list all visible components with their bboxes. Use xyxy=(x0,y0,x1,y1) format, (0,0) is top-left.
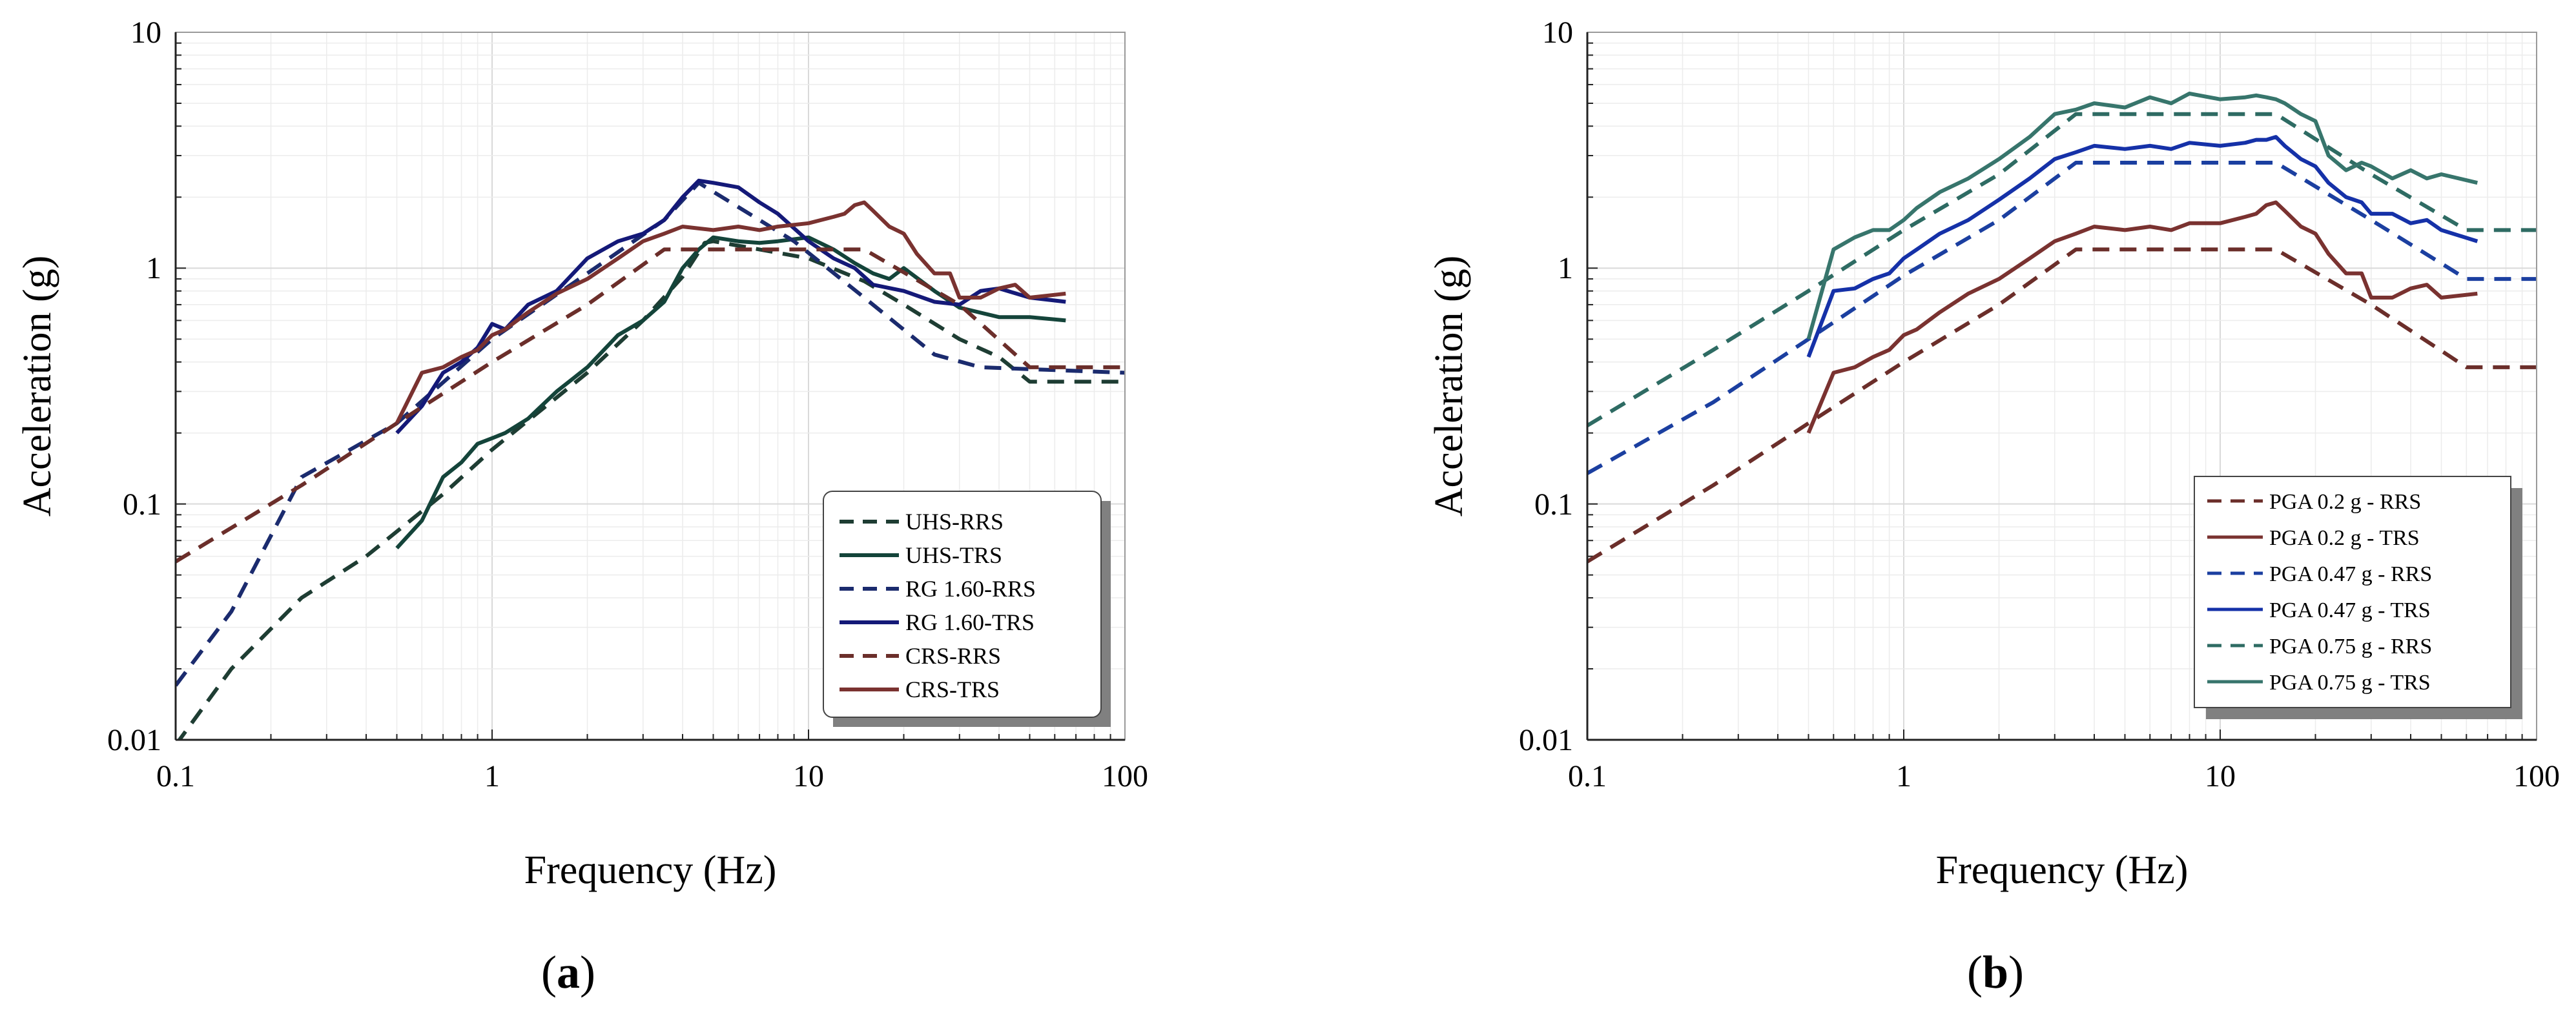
series-group-b xyxy=(1587,91,2537,564)
y-tick-label: 0.01 xyxy=(1519,723,1573,757)
y-axis-title-b: Acceleration (g) xyxy=(1427,256,1471,516)
legend-label: PGA 0.47 g - TRS xyxy=(2269,598,2431,622)
panel-caption-a: (a) xyxy=(541,946,595,998)
series-line-pga-0-47-g-trs xyxy=(1806,135,2478,358)
x-tick-labels-a: 0.1 1 10 100 xyxy=(156,759,1148,793)
panel-a: 10 1 0.1 0.01 0.1 1 10 100 Frequency (Hz… xyxy=(15,15,1148,998)
legend-label: RG 1.60-TRS xyxy=(905,609,1035,635)
legend-label: PGA 0.2 g - TRS xyxy=(2269,526,2420,550)
legend-box-a xyxy=(823,491,1102,718)
y-tick-label: 1 xyxy=(146,251,161,285)
series-line-crs-trs xyxy=(395,200,1066,424)
legend-label: CRS-RRS xyxy=(905,643,1001,669)
legend-items-a: UHS-RRS UHS-TRS RG 1.60-RRS RG 1.60-TRS CRS-… xyxy=(840,509,1036,702)
y-tick-label: 0.1 xyxy=(1534,487,1573,522)
y-tick-label: 0.1 xyxy=(123,487,161,522)
legend-label: PGA 0.75 g - RRS xyxy=(2269,635,2432,658)
x-tick-label: 1 xyxy=(484,759,500,793)
legend-label: PGA 0.75 g - TRS xyxy=(2269,671,2431,695)
y-tick-labels-b: 10 1 0.1 0.01 xyxy=(1519,15,1573,757)
y-tick-label: 0.01 xyxy=(107,723,161,757)
legend-label: PGA 0.47 g - RRS xyxy=(2269,562,2432,586)
y-tick-label: 10 xyxy=(130,15,161,50)
caption-label: a xyxy=(557,946,580,998)
legend-box-b xyxy=(2194,476,2511,708)
panel-b: 10 1 0.1 0.01 0.1 1 10 100 Frequency (Hz… xyxy=(1427,15,2560,998)
x-axis-title-b: Frequency (Hz) xyxy=(1936,848,2189,892)
x-tick-label: 100 xyxy=(1102,759,1148,793)
y-tick-labels-a: 10 1 0.1 0.01 xyxy=(107,15,161,757)
series-line-rg-1-60-trs xyxy=(395,178,1066,434)
x-tick-label: 100 xyxy=(2513,759,2560,793)
y-axis-title-a: Acceleration (g) xyxy=(15,256,59,516)
series-line-pga-0-2-g-trs xyxy=(1806,200,2478,434)
series-line-pga-0-2-g-rrs xyxy=(1587,247,2537,564)
x-tick-label: 1 xyxy=(1896,759,1911,793)
panel-caption-b: (b) xyxy=(1967,946,2024,998)
legend-label: UHS-TRS xyxy=(905,542,1002,568)
x-tick-label: 0.1 xyxy=(156,759,195,793)
caption-label: b xyxy=(1983,946,2008,998)
legend-items-b: PGA 0.2 g - RRS PGA 0.2 g - TRS PGA 0.47 g… xyxy=(2207,490,2432,695)
caption-open-paren: ( xyxy=(541,946,557,998)
x-axis-title-a: Frequency (Hz) xyxy=(524,848,777,892)
caption-close-paren: ) xyxy=(2008,946,2024,998)
legend-label: RG 1.60-RRS xyxy=(905,576,1036,602)
y-tick-label: 1 xyxy=(1558,251,1573,285)
series-line-uhs-trs xyxy=(395,235,1066,550)
x-tick-label: 10 xyxy=(793,759,824,793)
legend-b: PGA 0.2 g - RRS PGA 0.2 g - TRS PGA 0.47 g… xyxy=(2194,476,2522,719)
x-tick-label: 0.1 xyxy=(1568,759,1607,793)
y-tick-label: 10 xyxy=(1542,15,1573,50)
x-tick-labels-b: 0.1 1 10 100 xyxy=(1568,759,2560,793)
legend-label: PGA 0.2 g - RRS xyxy=(2269,490,2421,514)
legend-label: UHS-RRS xyxy=(905,509,1004,535)
series-line-crs-rrs xyxy=(176,247,1125,564)
x-tick-label: 10 xyxy=(2205,759,2236,793)
caption-open-paren: ( xyxy=(1967,946,1983,998)
series-line-pga-0-47-g-rrs xyxy=(1587,161,2537,475)
caption-close-paren: ) xyxy=(580,946,595,998)
legend-a: UHS-RRS UHS-TRS RG 1.60-RRS RG 1.60-TRS CRS-… xyxy=(823,491,1111,727)
series-line-pga-0-75-g-rrs xyxy=(1587,112,2537,427)
legend-label: CRS-TRS xyxy=(905,677,1000,702)
series-line-pga-0-75-g-trs xyxy=(1806,91,2478,340)
series-group-a xyxy=(176,178,1125,740)
